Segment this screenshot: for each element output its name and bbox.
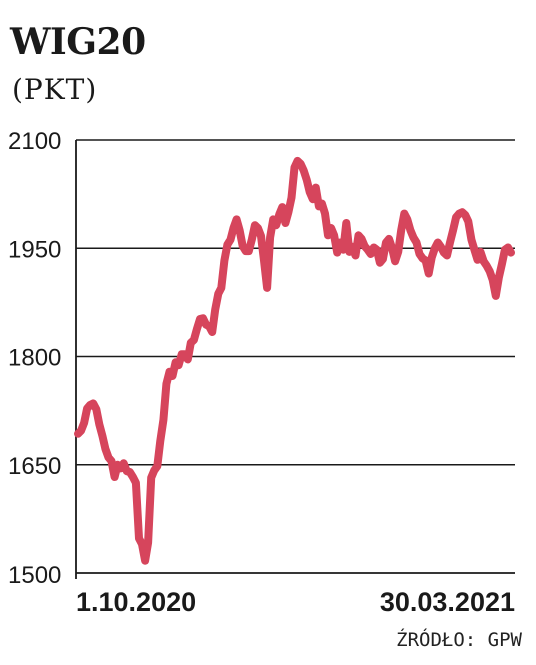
x-tick-label: 1.10.2020	[76, 587, 196, 617]
y-tick-label: 1800	[8, 345, 61, 372]
source-note: ŹRÓDŁO: GPW	[396, 629, 522, 651]
y-tick-label: 1950	[8, 236, 61, 263]
y-tick-label: 2100	[8, 128, 61, 155]
chart-title: WIG20	[10, 21, 146, 63]
chart-unit-label: (PKT)	[12, 73, 98, 106]
y-tick-label: 1650	[8, 453, 61, 480]
x-tick-label: 30.03.2021	[380, 587, 515, 617]
y-tick-label: 1500	[8, 562, 61, 589]
series-line	[74, 156, 515, 565]
